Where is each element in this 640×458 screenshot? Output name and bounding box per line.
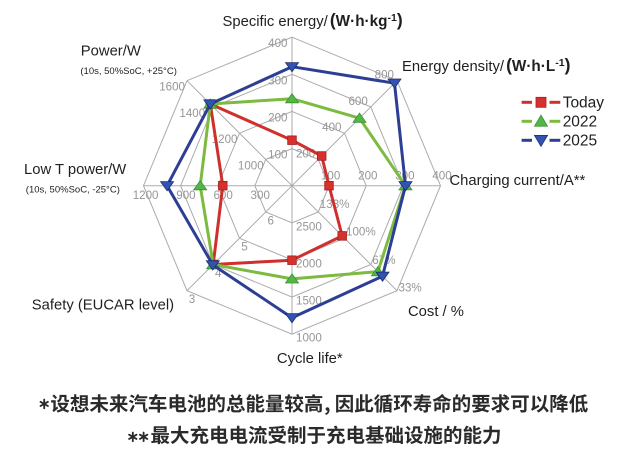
svg-text:200: 200 [268, 111, 287, 124]
svg-text:2022: 2022 [563, 114, 597, 131]
svg-text:Power/W: Power/W [81, 44, 141, 60]
svg-text:2025: 2025 [563, 133, 597, 150]
svg-text:4: 4 [215, 267, 222, 280]
svg-text:400: 400 [432, 169, 451, 182]
svg-text:Today: Today [563, 95, 605, 112]
svg-text:100%: 100% [346, 226, 376, 239]
svg-text:6: 6 [267, 215, 273, 228]
svg-text:1500: 1500 [296, 295, 322, 308]
svg-text:1600: 1600 [159, 81, 185, 94]
svg-text:1400: 1400 [179, 107, 205, 120]
svg-text:200: 200 [296, 147, 315, 160]
svg-text:1200: 1200 [133, 189, 159, 202]
svg-text:(10s, 50%SoC, +25°C): (10s, 50%SoC, +25°C) [80, 66, 176, 77]
svg-text:100: 100 [268, 149, 287, 162]
svg-text:900: 900 [176, 189, 195, 202]
svg-text:400: 400 [268, 37, 287, 50]
svg-text:300: 300 [268, 74, 287, 87]
svg-text:200: 200 [358, 169, 377, 182]
svg-text:Cycle life*: Cycle life* [277, 351, 343, 367]
svg-text:1000: 1000 [296, 332, 322, 345]
svg-text:5: 5 [241, 241, 247, 254]
svg-text:2500: 2500 [296, 220, 322, 233]
svg-text:Low T power/W: Low T power/W [24, 162, 126, 178]
svg-text:1000: 1000 [238, 159, 264, 172]
svg-text:33%: 33% [399, 282, 422, 295]
svg-text:3: 3 [189, 293, 195, 306]
svg-text:100: 100 [321, 169, 340, 182]
svg-text:300: 300 [251, 189, 270, 202]
svg-text:Specific energy/ (W·h·kg-1): Specific energy/ (W·h·kg-1) [223, 10, 403, 30]
svg-text:Energy density/ (W·h·L-1): Energy density/ (W·h·L-1) [402, 55, 570, 75]
svg-text:(10s, 50%SoC, -25°C): (10s, 50%SoC, -25°C) [26, 184, 120, 195]
svg-text:600: 600 [213, 189, 232, 202]
svg-text:600: 600 [348, 95, 367, 108]
svg-text:67%: 67% [372, 254, 395, 267]
svg-text:1200: 1200 [212, 133, 238, 146]
svg-text:2000: 2000 [296, 257, 322, 270]
svg-text:Safety (EUCAR level): Safety (EUCAR level) [32, 297, 174, 313]
svg-text:400: 400 [322, 121, 341, 134]
svg-text:Charging current/A**: Charging current/A** [450, 173, 586, 189]
svg-text:800: 800 [375, 69, 394, 82]
svg-text:Cost / %: Cost / % [408, 304, 464, 320]
